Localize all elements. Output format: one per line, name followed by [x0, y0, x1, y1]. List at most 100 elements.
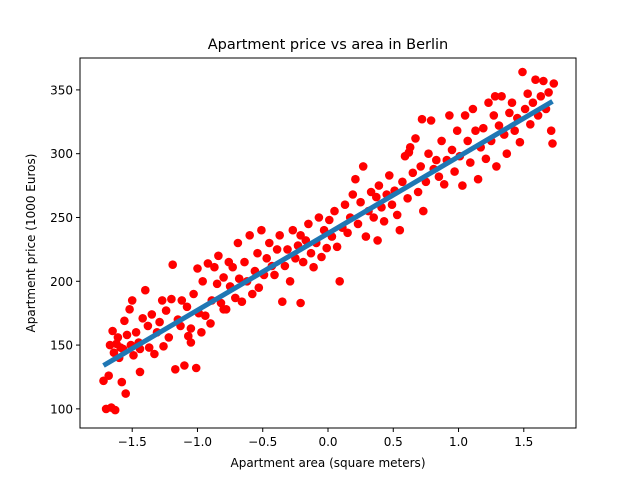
data-point: [403, 194, 412, 203]
data-point: [502, 149, 512, 158]
data-point: [262, 253, 272, 263]
data-point: [186, 338, 196, 347]
x-tick-label: 1.0: [449, 435, 468, 449]
data-point: [171, 365, 180, 374]
data-point: [135, 367, 145, 377]
data-point: [471, 126, 480, 135]
y-tick-label: 250: [50, 211, 73, 225]
data-point: [203, 259, 213, 268]
data-point: [122, 330, 132, 340]
data-point: [322, 243, 332, 253]
data-point: [473, 174, 483, 184]
data-point: [466, 158, 475, 167]
data-point: [408, 168, 418, 178]
data-point: [489, 111, 499, 120]
data-point: [439, 180, 449, 189]
data-point: [515, 137, 525, 147]
data-point: [404, 148, 414, 157]
data-point: [150, 349, 159, 359]
data-point: [206, 319, 215, 328]
data-point: [270, 270, 279, 280]
data-point: [167, 294, 176, 304]
data-point: [245, 231, 254, 240]
data-point: [117, 377, 127, 387]
data-point: [432, 155, 441, 165]
data-point: [531, 75, 540, 84]
data-point: [159, 342, 168, 351]
data-point: [395, 225, 405, 235]
data-point: [398, 177, 407, 187]
data-point: [210, 262, 219, 272]
data-point: [186, 324, 196, 333]
data-point: [523, 89, 532, 98]
data-point: [468, 104, 478, 114]
data-point: [460, 111, 470, 120]
data-point: [411, 134, 420, 143]
data-point: [392, 210, 402, 220]
data-point: [536, 92, 546, 101]
data-point: [219, 305, 228, 314]
x-axis-ticks: −1.5 −1.0 −0.5 0.0 0.5 1.0 1.5: [118, 428, 533, 449]
y-axis-label: Apartment price (1000 Euros): [24, 154, 38, 333]
data-point: [505, 108, 514, 118]
data-point: [257, 225, 266, 235]
data-point: [275, 231, 285, 240]
x-tick-label: −1.0: [183, 435, 212, 449]
x-tick-label: 1.5: [514, 435, 533, 449]
data-point: [481, 154, 491, 164]
data-point: [424, 149, 433, 158]
data-point: [138, 314, 147, 323]
data-point: [385, 171, 394, 180]
data-point: [526, 120, 535, 129]
data-point: [127, 296, 137, 305]
data-point: [494, 121, 504, 130]
data-point: [253, 248, 262, 258]
data-point: [193, 264, 202, 273]
data-point: [450, 167, 459, 176]
data-point: [177, 296, 187, 305]
data-point: [212, 279, 222, 289]
data-point: [121, 389, 130, 398]
x-tick-label: −0.5: [248, 435, 277, 449]
data-point: [549, 79, 559, 88]
data-point: [369, 213, 379, 222]
data-point: [280, 261, 290, 271]
data-point: [492, 162, 501, 171]
data-point: [507, 98, 517, 107]
data-point: [426, 116, 436, 125]
data-point: [233, 238, 243, 248]
chart-title: Apartment price vs area in Berlin: [208, 37, 448, 53]
data-point: [544, 88, 553, 97]
data-point: [497, 92, 506, 101]
data-point: [201, 311, 210, 321]
data-point: [143, 321, 153, 331]
data-point: [317, 252, 326, 262]
data-point: [168, 260, 177, 270]
fit-line-layer: [102, 99, 554, 368]
data-point: [314, 213, 324, 222]
data-point: [356, 197, 365, 207]
data-point: [330, 206, 339, 216]
data-point: [231, 293, 240, 303]
data-point: [191, 363, 201, 373]
data-point: [189, 289, 198, 299]
data-point: [416, 162, 426, 171]
data-point: [182, 302, 192, 312]
data-point: [141, 285, 150, 295]
data-point: [374, 181, 384, 190]
x-tick-label: −1.5: [118, 435, 147, 449]
data-point: [332, 242, 342, 252]
data-point: [254, 283, 264, 293]
data-point: [437, 136, 446, 146]
data-point: [104, 371, 113, 381]
data-point: [214, 251, 223, 261]
data-point: [285, 277, 295, 286]
data-point: [237, 297, 247, 307]
data-point: [479, 123, 488, 133]
y-tick-label: 100: [50, 402, 73, 416]
data-point: [379, 217, 389, 226]
data-point: [288, 225, 298, 235]
data-point: [510, 126, 519, 135]
data-point: [546, 126, 556, 135]
x-tick-label: 0.0: [318, 435, 337, 449]
